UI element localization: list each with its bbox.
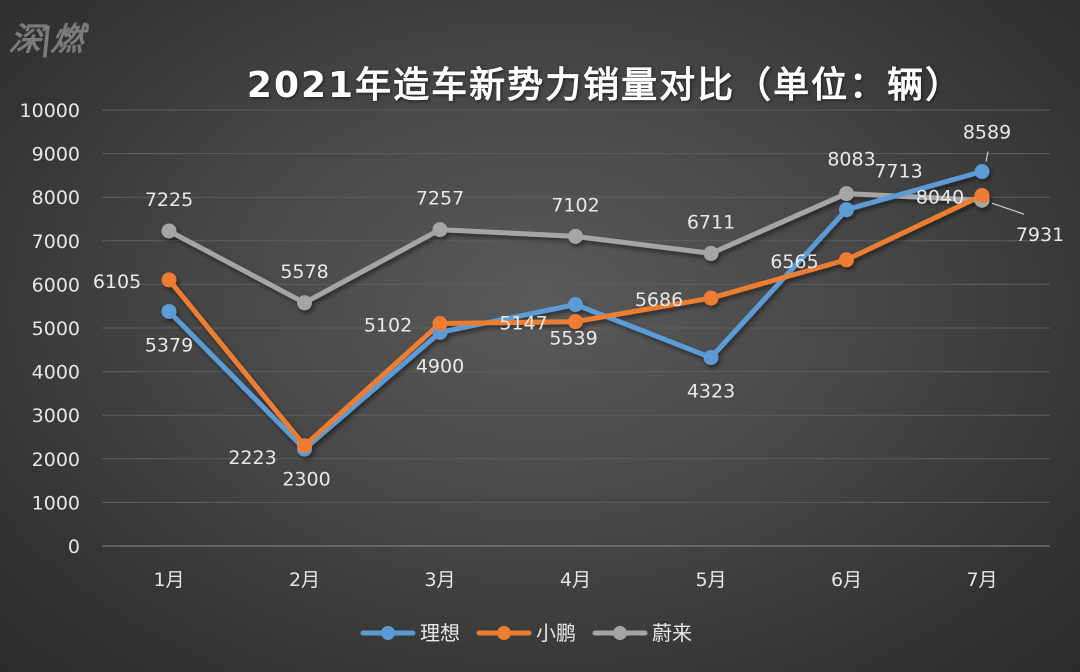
data-label: 7102	[551, 194, 599, 216]
data-label: 2223	[228, 447, 276, 469]
legend-label: 蔚来	[652, 621, 692, 645]
data-label: 6105	[93, 271, 141, 293]
data-point	[839, 252, 854, 268]
y-tick-label: 4000	[32, 362, 80, 384]
data-label: 5539	[549, 327, 597, 349]
x-tick-label: 7月	[966, 569, 997, 591]
data-label: 8589	[963, 122, 1011, 144]
y-tick-label: 2000	[32, 449, 80, 471]
data-label: 5102	[364, 315, 412, 337]
y-tick-label: 7000	[32, 231, 80, 253]
x-tick-label: 3月	[424, 569, 455, 591]
y-tick-label: 0	[68, 536, 80, 558]
data-label: 6711	[687, 211, 735, 233]
x-tick-label: 6月	[831, 569, 862, 591]
data-point	[974, 187, 990, 203]
y-tick-label: 8000	[32, 187, 80, 209]
legend-label: 小鹏	[536, 621, 576, 645]
legend-marker	[381, 626, 395, 640]
y-tick-label: 10000	[20, 100, 80, 122]
x-tick-label: 5月	[695, 569, 726, 591]
data-label: 7225	[145, 189, 193, 211]
y-tick-label: 3000	[32, 405, 80, 427]
data-label: 7257	[416, 188, 464, 210]
data-label: 5686	[635, 289, 683, 311]
x-tick-label: 1月	[153, 569, 184, 591]
chart-title: 2021年造车新势力销量对比（单位：辆）	[246, 65, 964, 106]
data-point	[161, 272, 177, 288]
data-label: 5578	[280, 261, 328, 283]
data-label: 5147	[499, 313, 547, 335]
data-point	[432, 222, 448, 238]
data-point	[568, 296, 583, 312]
x-axis: 1月 2月 3月 4月 5月 6月 7月	[153, 569, 997, 591]
data-point	[432, 316, 448, 332]
data-point	[839, 186, 854, 202]
y-tick-label: 6000	[32, 274, 80, 296]
x-tick-label: 4月	[560, 569, 591, 591]
data-label: 2300	[282, 469, 330, 491]
series-group	[161, 164, 990, 457]
data-label: 8040	[916, 186, 964, 208]
data-point	[161, 223, 177, 239]
x-tick-label: 2月	[289, 569, 320, 591]
data-label: 7931	[1016, 224, 1064, 246]
data-point	[703, 245, 719, 261]
data-point	[703, 350, 719, 366]
legend-marker	[613, 626, 627, 640]
y-tick-label: 1000	[32, 492, 80, 514]
data-point	[839, 202, 854, 218]
label-leader-line	[985, 151, 989, 162]
data-point	[974, 164, 990, 180]
legend: 理想 小鹏 蔚来	[360, 621, 692, 645]
data-point	[297, 295, 312, 311]
data-label: 4900	[416, 355, 464, 377]
legend-label: 理想	[420, 621, 460, 645]
y-tick-label: 9000	[32, 144, 80, 166]
data-label: 6565	[770, 251, 818, 273]
y-tick-label: 5000	[32, 318, 80, 340]
data-point	[297, 438, 312, 454]
data-point	[568, 314, 583, 330]
data-labels: 5379 2223 4900 5539 4323 7713 8589 6105 2300 5102…	[93, 122, 1064, 491]
label-leader-line	[991, 202, 1025, 215]
data-label: 4323	[687, 381, 735, 403]
gridlines: 0 1000 2000 3000 4000 5000 6000 7000 8000 9000 100…	[20, 100, 1050, 558]
data-label: 7713	[874, 161, 922, 183]
data-label: 8083	[827, 149, 875, 171]
data-point	[568, 228, 583, 244]
data-point	[161, 303, 177, 319]
data-point	[703, 290, 719, 306]
legend-marker	[497, 626, 511, 640]
data-label: 5379	[145, 334, 193, 356]
